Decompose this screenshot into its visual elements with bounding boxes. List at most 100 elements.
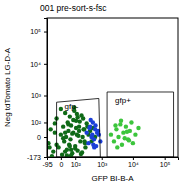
y-tick-label: 10⁴ — [30, 61, 41, 68]
y-tick: 10² — [31, 119, 47, 126]
title: 001 pre-sort-s-fsc — [40, 3, 107, 13]
point — [69, 147, 73, 151]
gate-label: gfp- — [65, 102, 79, 111]
point — [88, 118, 92, 122]
point — [73, 146, 77, 150]
point — [81, 116, 85, 120]
point — [129, 120, 133, 124]
point — [122, 136, 126, 140]
y-tick: 10⁴ — [30, 61, 47, 68]
point — [51, 149, 55, 153]
point — [118, 122, 122, 126]
y-axis: -173 0 10² 10³ 10⁴ 10⁵ — [27, 19, 48, 161]
y-axis-title: Neg tdTomato LG-D-A — [3, 47, 12, 127]
y-tick-label: -173 — [27, 154, 41, 161]
point — [90, 132, 94, 136]
x-axis-title: GFP BI-B-A — [91, 174, 134, 183]
x-axis: -95 0 10² 10³ 10⁴ 10⁵ — [42, 157, 178, 168]
point — [125, 130, 129, 134]
point — [59, 107, 63, 111]
x-axis-line — [48, 158, 179, 161]
gate — [57, 98, 101, 157]
y-tick-mark — [44, 157, 47, 158]
point — [48, 127, 52, 131]
point — [61, 136, 65, 140]
x-tick-label: -95 — [42, 161, 52, 168]
plot-frame — [47, 18, 178, 157]
point — [75, 115, 79, 119]
point — [119, 119, 123, 123]
y-tick: 0 — [37, 134, 47, 141]
x-tick: 10² — [71, 157, 82, 168]
point — [82, 139, 86, 143]
point — [113, 123, 117, 127]
point — [60, 153, 64, 157]
plot-area — [47, 92, 174, 157]
point — [78, 119, 82, 123]
point — [83, 145, 87, 149]
x-tick-mark — [165, 157, 166, 160]
point — [109, 132, 113, 136]
x-tick-mark — [133, 157, 134, 160]
y-tick-label: 10⁵ — [30, 28, 41, 35]
point — [69, 153, 73, 157]
y-tick-mark — [44, 32, 47, 33]
point — [80, 150, 84, 154]
gate — [107, 92, 173, 157]
point — [70, 131, 74, 135]
x-tick: 0 — [59, 157, 63, 168]
gate-label: gfp+ — [115, 96, 131, 105]
y-tick-mark — [44, 122, 47, 123]
point — [66, 122, 70, 126]
point — [92, 137, 96, 141]
point — [50, 154, 54, 157]
point — [71, 118, 75, 122]
point — [116, 135, 120, 139]
x-tick-label: 10⁵ — [160, 161, 171, 168]
x-tick-label: 10² — [71, 161, 82, 168]
point — [127, 138, 131, 142]
point-series — [109, 119, 141, 150]
x-tick: 10⁵ — [160, 157, 171, 168]
x-tick: 10⁴ — [128, 157, 139, 168]
y-tick: 10⁵ — [30, 28, 47, 35]
point — [93, 123, 97, 127]
x-tick-mark — [75, 157, 76, 160]
y-tick-mark — [44, 96, 47, 97]
y-tick-mark — [44, 137, 47, 138]
y-tick: -173 — [27, 154, 47, 161]
point — [61, 124, 65, 128]
y-axis-line — [44, 19, 48, 158]
x-tick-mark — [102, 157, 103, 160]
x-tick: -95 — [42, 157, 52, 168]
point — [74, 126, 78, 130]
point — [131, 141, 135, 145]
point — [78, 139, 82, 143]
point — [65, 153, 69, 157]
point — [86, 141, 90, 145]
y-tick-mark — [44, 64, 47, 65]
y-tick-label: 10³ — [31, 92, 42, 99]
point — [97, 132, 101, 136]
point — [120, 142, 124, 146]
point — [133, 132, 137, 136]
point — [68, 137, 72, 141]
point — [63, 130, 67, 134]
point — [81, 127, 85, 131]
point — [124, 124, 128, 128]
x-tick: 10³ — [97, 157, 108, 168]
point — [76, 134, 80, 138]
y-tick-label: 10² — [31, 119, 42, 126]
point — [68, 114, 72, 118]
point — [92, 145, 96, 149]
x-tick-label: 0 — [59, 161, 63, 168]
point-series — [47, 105, 97, 157]
point — [114, 127, 118, 131]
x-tick-mark — [61, 157, 62, 160]
chart: gfp-gfp+ -95 0 10² 10³ 10⁴ 10⁵ -173 0 10² 10³ 10⁴ 10… — [0, 0, 183, 184]
y-tick-label: 0 — [37, 134, 41, 141]
y-tick: 10³ — [31, 92, 47, 99]
point — [112, 139, 116, 143]
point — [63, 149, 67, 153]
point — [87, 126, 91, 130]
